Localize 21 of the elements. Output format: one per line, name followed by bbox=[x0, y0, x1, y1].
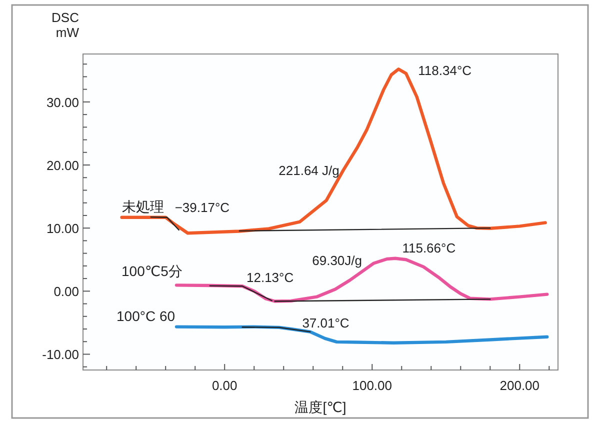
series-label: 未処理 bbox=[122, 198, 164, 214]
series-label: 100℃5分 bbox=[122, 263, 182, 280]
annotation: 12.13°C bbox=[246, 270, 294, 286]
y-tick-label: 30.00 bbox=[46, 94, 79, 110]
y-tick-label: 0.00 bbox=[54, 284, 79, 300]
x-axis-title: 温度[℃] bbox=[294, 399, 346, 415]
y-tick-label: 20.00 bbox=[46, 158, 79, 174]
y-tick-label: -10.00 bbox=[42, 347, 79, 362]
series-label: 100°C 60 bbox=[116, 308, 176, 324]
y-axis-title: DSC mW bbox=[52, 10, 80, 40]
annotation: 118.34°C bbox=[418, 63, 472, 78]
annotation: 115.66°C bbox=[402, 240, 456, 256]
line-series bbox=[120, 68, 547, 235]
x-tick-label: 100.00 bbox=[352, 378, 392, 393]
x-tick-label: 200.00 bbox=[500, 378, 540, 393]
annotation: 69.30J/g bbox=[312, 253, 362, 268]
x-tick-label: 0.00 bbox=[212, 378, 238, 393]
annotation: 37.01°C bbox=[302, 315, 350, 330]
y-tick-label: 10.00 bbox=[46, 221, 79, 236]
annotation: −39.17°C bbox=[174, 200, 230, 215]
annotation: 221.64 J/g bbox=[278, 163, 340, 178]
